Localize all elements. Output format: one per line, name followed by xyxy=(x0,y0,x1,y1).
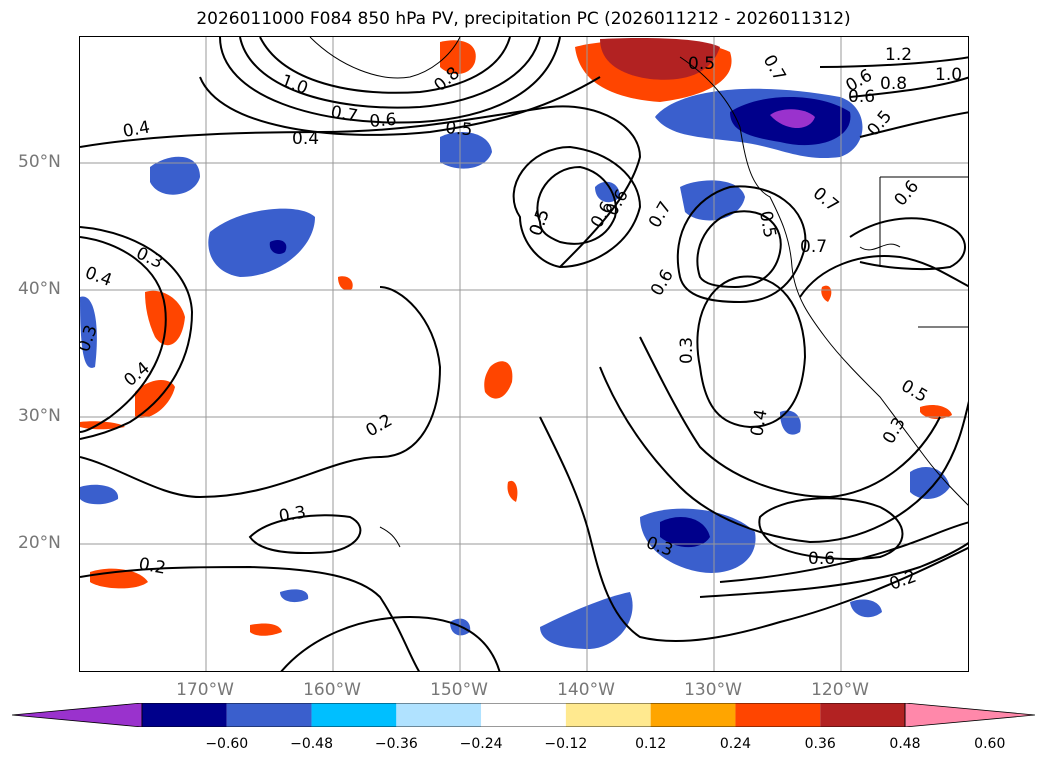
graticule xyxy=(80,37,968,671)
coastlines xyxy=(309,37,968,548)
lon-label-150w: 150°W xyxy=(430,680,488,700)
contour-label: 0.6 xyxy=(808,549,835,569)
colorbar-tick-label: −0.12 xyxy=(544,736,588,752)
map-title: 2026011000 F084 850 hPa PV, precipitatio… xyxy=(196,9,851,29)
colorbar-tick-label: 0.60 xyxy=(974,736,1006,752)
contour-label: 0.6 xyxy=(647,266,678,299)
contour-label: 0.3 xyxy=(677,337,697,364)
lon-label-120w: 120°W xyxy=(811,680,869,700)
colorbar-arrow-left xyxy=(12,703,143,727)
colorbar-tick-label: 0.24 xyxy=(719,736,752,752)
contour-label: 0.7 xyxy=(800,237,827,257)
colorbar-swatch xyxy=(481,703,566,727)
contour-label: 0.6 xyxy=(848,87,875,107)
colorbar-swatch xyxy=(142,703,227,727)
contour-label: 0.8 xyxy=(880,74,907,94)
contour-label: 0.5 xyxy=(755,209,779,239)
contour-label: 0.7 xyxy=(645,198,676,231)
colorbar-swatch xyxy=(820,703,905,727)
lon-label-130w: 130°W xyxy=(684,680,742,700)
colorbar-arrow-right xyxy=(904,703,1035,727)
contour-label: 0.6 xyxy=(369,110,398,132)
map-panel[interactable]: 0.7 0.6 0.5 0.4 1.0 0.8 0.7 0.6 0.5 0.6 … xyxy=(79,36,969,672)
colorbar-tick-label: −0.60 xyxy=(205,736,249,752)
colorbar-swatch xyxy=(735,703,821,727)
colorbar xyxy=(12,703,1035,727)
contour-label: 1.0 xyxy=(935,65,962,85)
contour-label: 0.7 xyxy=(759,52,790,85)
colorbar-swatch xyxy=(311,703,397,727)
contour-label: 0.4 xyxy=(82,263,114,291)
contour-label: 0.5 xyxy=(445,118,474,140)
lon-label-160w: 160°W xyxy=(303,680,361,700)
contour-label-layer: 0.7 0.6 0.5 0.4 1.0 0.8 0.7 0.6 0.5 0.6 … xyxy=(80,45,962,595)
colorbar-swatch xyxy=(226,703,312,727)
contour-label: 0.5 xyxy=(688,54,715,74)
contour-label: 0.2 xyxy=(363,410,396,441)
precipitation-shading xyxy=(80,37,952,649)
colorbar-tick-label: −0.24 xyxy=(459,736,503,752)
contour-label: 0.2 xyxy=(137,554,167,578)
contour-label: 0.5 xyxy=(898,376,931,407)
lat-label-20n: 20°N xyxy=(18,533,61,553)
contour-label: 0.7 xyxy=(329,102,359,126)
pv-contours xyxy=(80,37,968,671)
contour-label: 0.4 xyxy=(121,118,151,142)
contour-label: 0.7 xyxy=(809,184,843,217)
contour-label: 1.2 xyxy=(885,45,912,65)
lat-label-50n: 50°N xyxy=(18,152,61,172)
colorbar-swatch xyxy=(396,703,482,727)
colorbar-tick-label: 0.36 xyxy=(804,736,836,752)
lon-label-170w: 170°W xyxy=(176,680,234,700)
map-canvas: 0.7 0.6 0.5 0.4 1.0 0.8 0.7 0.6 0.5 0.6 … xyxy=(80,37,968,671)
lat-label-40n: 40°N xyxy=(18,279,61,299)
contour-label: 0.4 xyxy=(747,408,771,438)
contour-label: 0.5 xyxy=(526,206,554,238)
lat-label-30n: 30°N xyxy=(18,406,61,426)
contour-label: 0.3 xyxy=(879,414,910,447)
contour-label: 0.2 xyxy=(887,567,919,595)
contour-label: 0.3 xyxy=(133,243,166,273)
contour-label: 0.3 xyxy=(277,503,307,527)
contour-label: 0.6 xyxy=(891,177,924,211)
contour-label: 0.4 xyxy=(292,129,319,149)
colorbar-swatch xyxy=(650,703,736,727)
colorbar-tick-label: 0.48 xyxy=(889,736,921,752)
contour-label: 0.3 xyxy=(80,322,102,354)
lon-label-140w: 140°W xyxy=(557,680,615,700)
colorbar-tick-label: 0.12 xyxy=(635,736,667,752)
colorbar-swatch xyxy=(565,703,651,727)
colorbar-tick-label: −0.48 xyxy=(290,736,333,752)
colorbar-tick-label: −0.36 xyxy=(374,736,418,752)
